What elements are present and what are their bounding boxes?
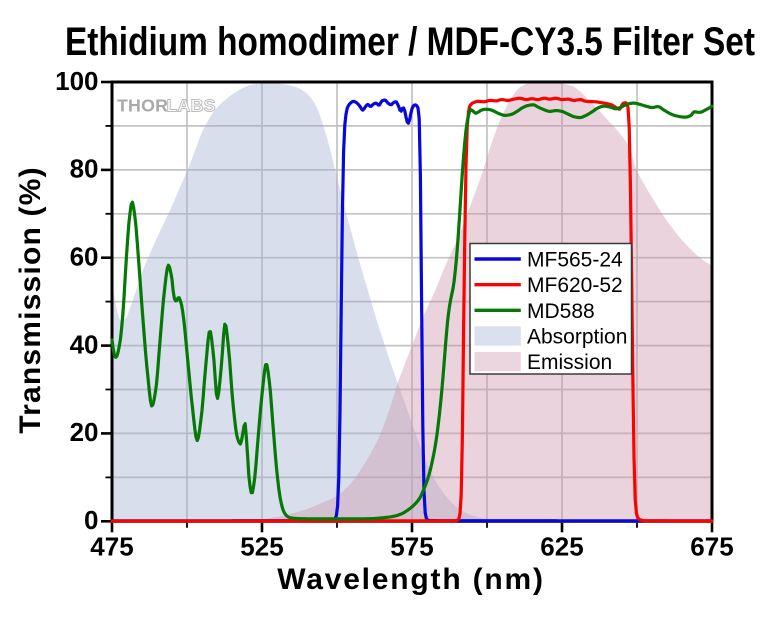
svg-text:Transmission (%): Transmission (%): [14, 166, 47, 434]
svg-text:100: 100: [55, 66, 98, 96]
svg-text:Emission: Emission: [527, 351, 612, 374]
svg-text:LABS: LABS: [167, 96, 216, 116]
svg-text:20: 20: [70, 417, 99, 447]
svg-text:60: 60: [70, 242, 99, 272]
svg-text:625: 625: [540, 531, 583, 561]
svg-text:675: 675: [690, 531, 733, 561]
svg-text:Absorption: Absorption: [527, 326, 627, 349]
svg-text:Ethidium homodimer / MDF-CY3.5: Ethidium homodimer / MDF-CY3.5 Filter Se…: [65, 19, 755, 64]
svg-text:Wavelength (nm): Wavelength (nm): [277, 563, 545, 596]
svg-text:575: 575: [390, 531, 433, 561]
svg-text:MF565-24: MF565-24: [527, 249, 623, 272]
svg-text:MF620-52: MF620-52: [527, 274, 623, 297]
svg-text:525: 525: [240, 531, 283, 561]
svg-text:0: 0: [84, 505, 98, 535]
svg-text:MD588: MD588: [527, 300, 595, 323]
svg-text:80: 80: [70, 154, 99, 184]
svg-text:40: 40: [70, 329, 99, 359]
svg-text:475: 475: [90, 531, 133, 561]
svg-text:THOR: THOR: [117, 96, 168, 116]
